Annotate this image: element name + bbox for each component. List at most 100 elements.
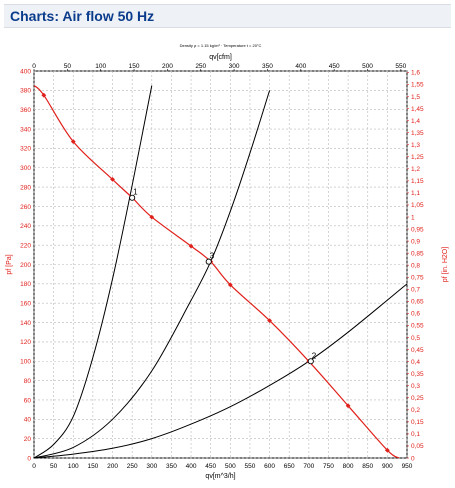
x-tick-label: 500 [225, 463, 236, 470]
fan-curve-point [345, 403, 351, 409]
y-tick-label: 260 [20, 204, 31, 211]
x-top-tick-label: 100 [95, 63, 106, 70]
x-top-tick-label: 0 [32, 63, 36, 70]
y-right-tick-label: 0,2 [411, 407, 420, 414]
operating-point-label: 1 [133, 188, 138, 197]
y-right-tick-label: 0,6 [411, 311, 420, 318]
y-right-tick-label: 0,3 [411, 383, 420, 390]
y-tick-label: 220 [20, 242, 31, 249]
y-right-tick-label: 0,05 [411, 443, 424, 450]
y-right-tick-label: 0,75 [411, 275, 424, 282]
y-right-tick-label: 0,7 [411, 287, 420, 294]
operating-point-label: 2 [312, 351, 317, 360]
operating-point-marker [205, 258, 212, 265]
chart-labels: 0 50 100 150 200 250 300 350 400 450 500 550 600 650 7… [6, 43, 449, 480]
y-tick-label: 400 [20, 68, 31, 75]
y-tick-label: 20 [24, 436, 32, 443]
y-tick-label: 180 [20, 281, 31, 288]
x-top-tick-label: 350 [262, 63, 273, 70]
y-tick-label: 360 [20, 107, 31, 114]
x-axis-title: qv[m^3/h] [205, 473, 235, 480]
y-right-tick-label: 1,35 [411, 130, 424, 137]
y-right-tick-label: 1,3 [411, 142, 420, 149]
x-tick-label: 750 [323, 463, 334, 470]
x-tick-label: 950 [402, 463, 413, 470]
y-axis-title: pf [Pa] [6, 254, 13, 274]
y-tick-label: 60 [24, 397, 32, 404]
y-tick-label: 40 [24, 417, 32, 424]
x-tick-label: 700 [303, 463, 314, 470]
operating-point-marker [307, 358, 314, 365]
x-top-tick-label: 400 [295, 63, 306, 70]
y-right-tick-label: 1,45 [411, 106, 424, 113]
y-right-tick-label: 0,45 [411, 347, 424, 354]
y-right-axis-title: pf [in. H2O] [442, 247, 449, 282]
fan-curve-point [267, 318, 272, 324]
y-right-tick-label: 1,1 [411, 190, 420, 197]
page-title: Charts: Air flow 50 Hz [10, 8, 155, 24]
fan-curve-line [33, 85, 400, 459]
x-tick-label: 250 [127, 463, 138, 470]
plot-area [33, 70, 408, 459]
y-right-tick-label: 0,8 [411, 262, 420, 269]
y-tick-label: 300 [20, 165, 31, 172]
x-top-tick-label: 300 [229, 63, 240, 70]
y-right-tick-label: 1,55 [411, 82, 424, 89]
x-top-axis-title: qv[cfm] [209, 54, 232, 61]
y-right-tick-label: 0,55 [411, 323, 424, 330]
y-right-tick-label: 1,6 [411, 70, 420, 77]
y-right-tick-label: 0,5 [411, 335, 420, 342]
x-top-tick-label: 200 [162, 63, 173, 70]
operating-point-label: 3 [210, 252, 215, 261]
fan-curve-point [149, 214, 155, 220]
y-right-tick-label: 0,35 [411, 371, 424, 378]
y-tick-label: 240 [20, 223, 31, 230]
y-right-tick-label: 0,25 [411, 395, 424, 402]
y-tick-label: 140 [20, 320, 31, 327]
y-right-tick-label: 0,65 [411, 299, 424, 306]
y-right-tick-label: 0,85 [411, 250, 424, 257]
x-tick-label: 50 [50, 463, 58, 470]
fan-curve-point [41, 92, 47, 98]
x-top-tick-label: 250 [195, 63, 206, 70]
y-right-tick-label: 0,9 [411, 238, 420, 245]
x-tick-label: 450 [205, 463, 216, 470]
fan-curve-point [110, 176, 115, 182]
x-tick-label: 600 [264, 463, 275, 470]
x-tick-label: 550 [245, 463, 256, 470]
y-tick-label: 340 [20, 126, 31, 133]
x-tick-label: 650 [284, 463, 295, 470]
operating-point-marker [129, 194, 136, 201]
x-top-tick-label: 150 [129, 63, 140, 70]
chart-axes [33, 69, 409, 459]
y-tick-label: 0 [27, 455, 31, 462]
system-curve-2 [33, 283, 408, 459]
title-bar: Charts: Air flow 50 Hz [4, 4, 451, 28]
y-tick-label: 80 [24, 378, 32, 385]
x-top-tick-label: 50 [64, 63, 72, 70]
x-tick-label: 900 [382, 463, 393, 470]
x-tick-label: 150 [87, 463, 98, 470]
chart-subtitle: Density ρ = 1.15 kg/m³ · Temperature t =… [180, 43, 262, 48]
y-tick-label: 380 [20, 88, 31, 95]
y-right-tick-label: 1,25 [411, 154, 424, 161]
x-tick-label: 0 [32, 463, 36, 470]
x-tick-label: 800 [343, 463, 354, 470]
fan-curve-point [70, 139, 76, 145]
y-tick-label: 160 [20, 301, 31, 308]
x-top-tick-label: 550 [395, 63, 406, 70]
y-tick-label: 280 [20, 184, 31, 191]
y-right-tick-label: 1,05 [411, 202, 424, 209]
y-right-tick-label: 0,1 [411, 431, 420, 438]
y-tick-label: 120 [20, 339, 31, 346]
chart-grid [33, 70, 408, 459]
y-tick-label: 320 [20, 146, 31, 153]
y-right-tick-label: 0,4 [411, 359, 420, 366]
y-tick-label: 200 [20, 262, 31, 269]
chart-curves [33, 85, 408, 459]
y-right-tick-label: 0,95 [411, 226, 424, 233]
y-right-tick-label: 1,2 [411, 166, 420, 173]
y-right-tick-label: 1,4 [411, 118, 420, 125]
x-top-tick-label: 450 [329, 63, 340, 70]
